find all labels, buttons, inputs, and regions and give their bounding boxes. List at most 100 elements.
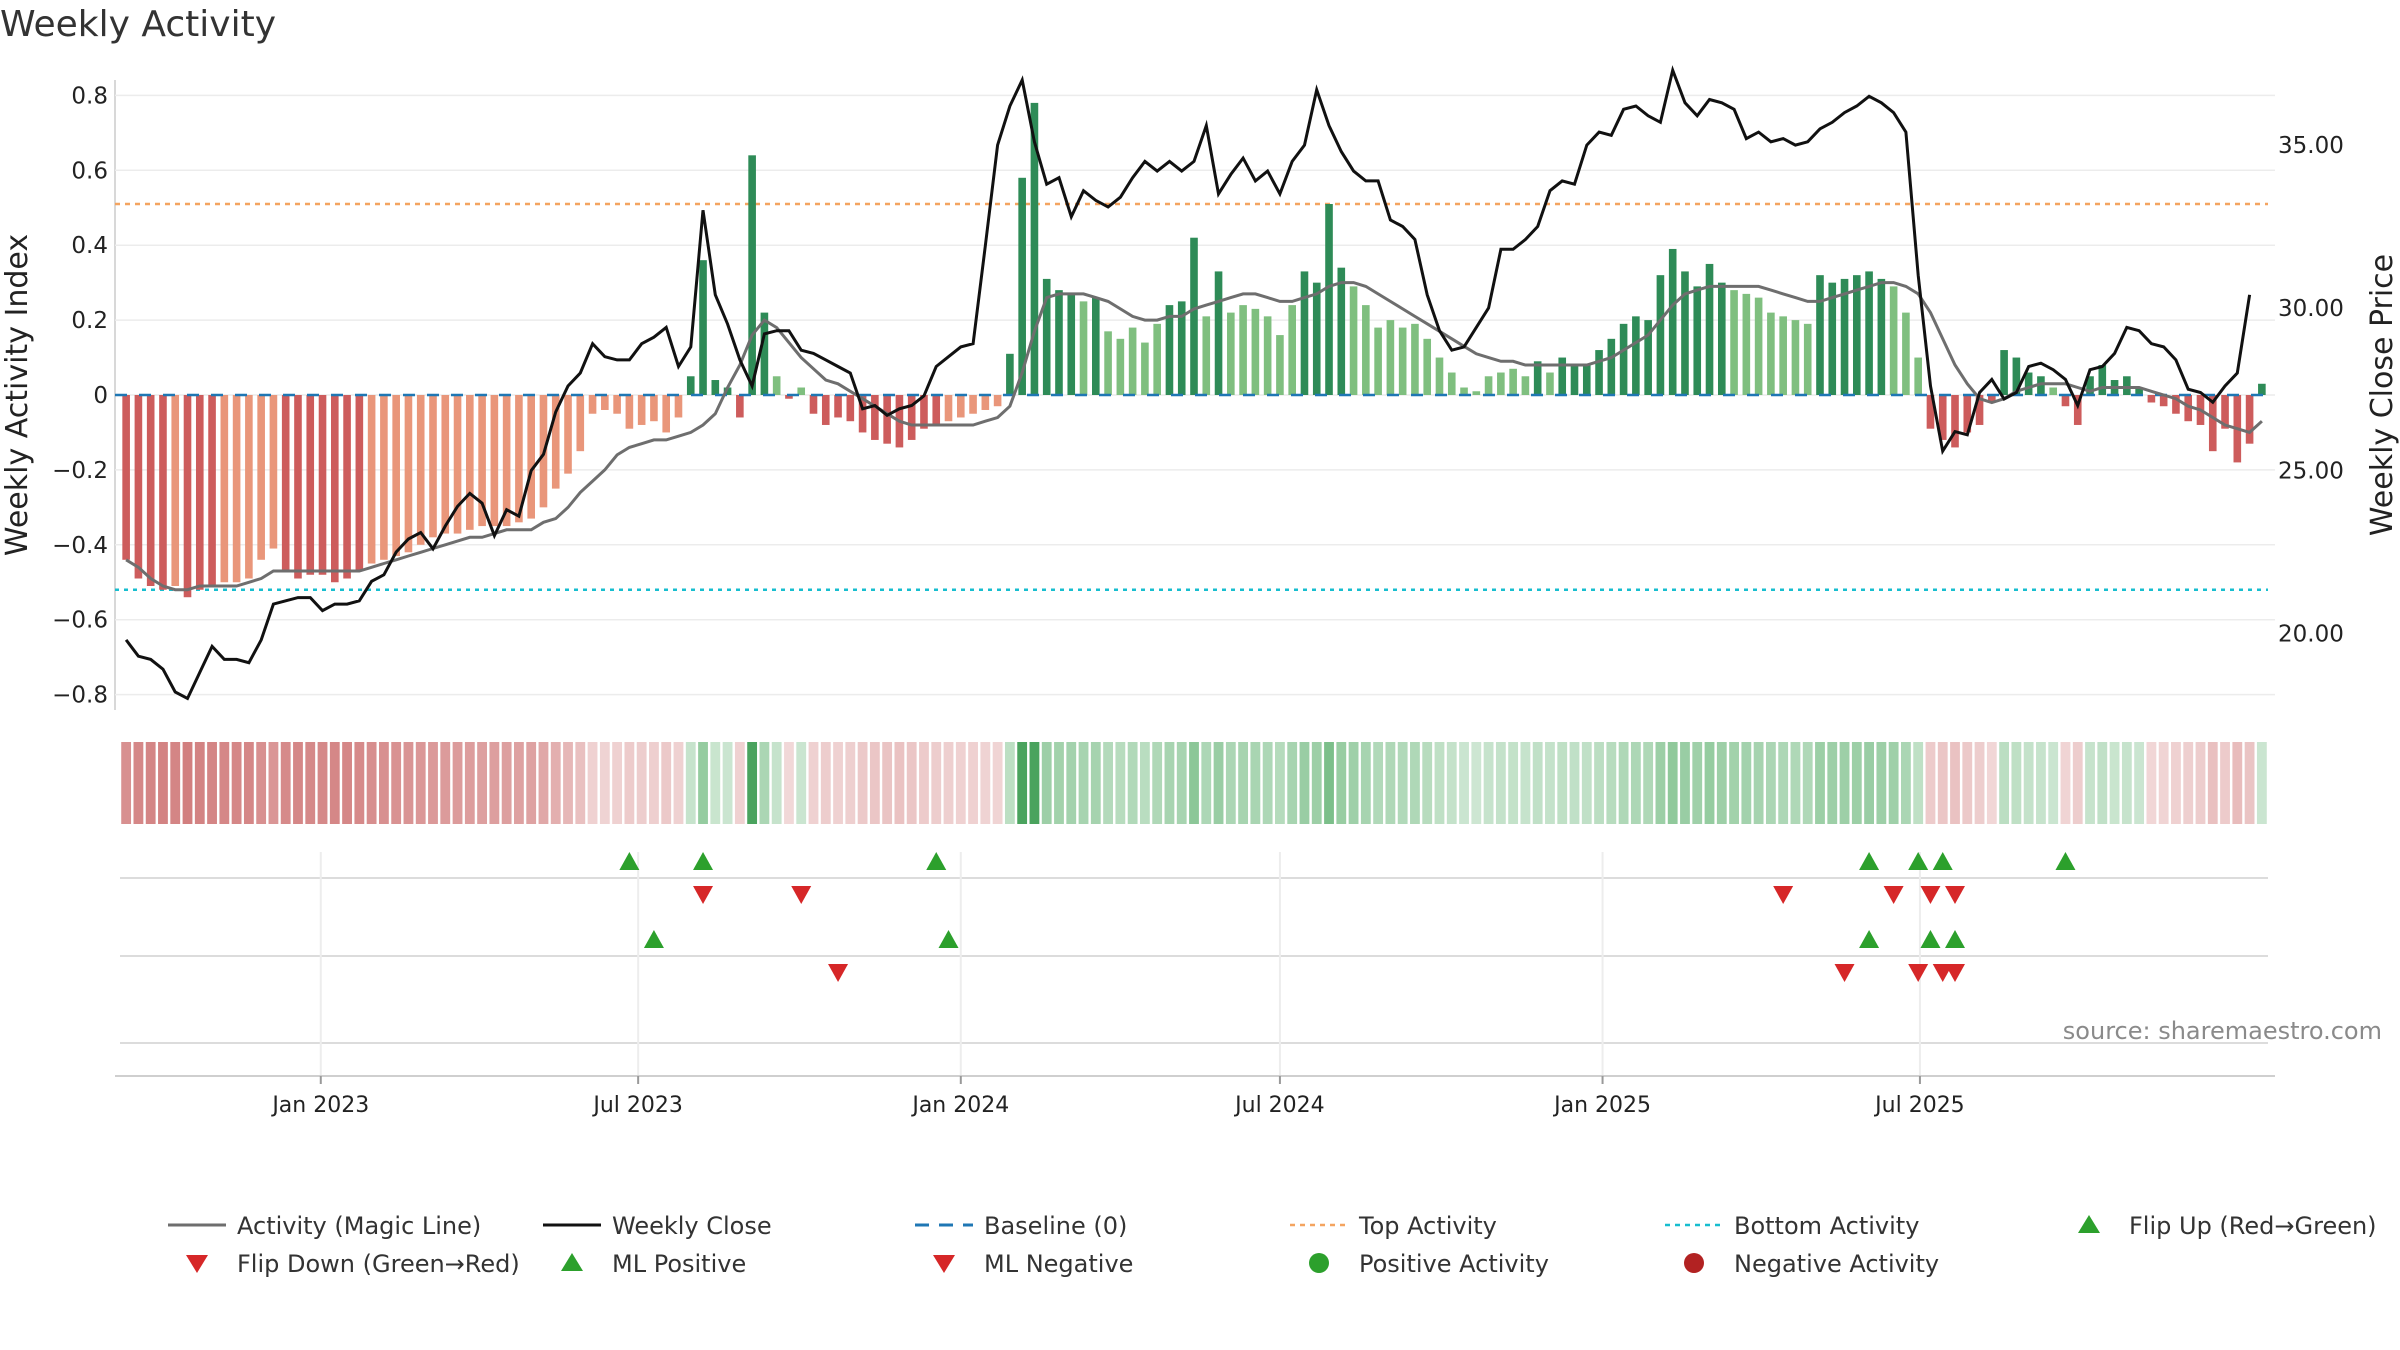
activity-band-tile bbox=[1581, 742, 1592, 824]
activity-band-tile bbox=[2171, 742, 2181, 824]
activity-bar bbox=[613, 395, 621, 414]
ml-negative-marker bbox=[1834, 964, 1855, 982]
activity-band-tile bbox=[1495, 742, 1506, 824]
ml-positive-marker bbox=[1920, 930, 1941, 948]
activity-bar bbox=[1926, 395, 1935, 429]
activity-bar bbox=[502, 395, 511, 527]
legend-label: Flip Down (Green→Red) bbox=[237, 1250, 520, 1278]
activity-band-tile bbox=[1250, 742, 1261, 824]
activity-band-tile bbox=[1876, 742, 1887, 824]
activity-bar bbox=[650, 395, 658, 422]
activity-band-tile bbox=[1765, 742, 1776, 824]
x-tick-label: Jan 2023 bbox=[270, 1093, 369, 1118]
activity-band-tile bbox=[243, 742, 254, 824]
activity-band-tile bbox=[1704, 742, 1715, 824]
activity-band-tile bbox=[1557, 742, 1568, 824]
activity-bar bbox=[551, 395, 560, 489]
activity-bar bbox=[2184, 395, 2193, 422]
activity-bar bbox=[1803, 323, 1812, 395]
activity-band-tile bbox=[378, 742, 389, 824]
activity-band-tile bbox=[2097, 742, 2108, 824]
activity-bar bbox=[195, 395, 204, 590]
activity-bar bbox=[956, 395, 965, 418]
activity-band-tile bbox=[943, 742, 954, 824]
activity-bar bbox=[1853, 275, 1861, 395]
activity-band-tile bbox=[1962, 742, 1973, 824]
activity-bar bbox=[1423, 338, 1432, 395]
legend-label: Negative Activity bbox=[1734, 1250, 1939, 1278]
flip-up-marker bbox=[2055, 852, 2076, 870]
activity-bar bbox=[625, 395, 634, 429]
event-panel: Jan 2023 Jul 2023 Jan 2024 Jul 2024 Jan 2025… bbox=[115, 852, 2382, 1118]
activity-band-tile bbox=[955, 742, 966, 824]
activity-bar bbox=[245, 395, 253, 579]
activity-bar bbox=[809, 395, 818, 414]
activity-band-tile bbox=[894, 742, 905, 824]
activity-bar bbox=[772, 376, 781, 395]
activity-band-tile bbox=[710, 742, 721, 824]
ml-positive-marker bbox=[1859, 930, 1880, 948]
activity-band-tile bbox=[1324, 742, 1334, 824]
activity-band-tile bbox=[2195, 742, 2206, 824]
activity-bar bbox=[1902, 312, 1910, 395]
activity-band-tile bbox=[1262, 742, 1273, 824]
activity-bar bbox=[1656, 275, 1665, 395]
activity-bar bbox=[466, 395, 474, 530]
activity-bar bbox=[1717, 282, 1726, 395]
activity-band-tile bbox=[747, 742, 758, 824]
legend-label: ML Positive bbox=[612, 1250, 746, 1278]
activity-bar bbox=[1877, 278, 1886, 395]
flip-up-marker bbox=[926, 852, 947, 870]
activity-bar bbox=[1104, 331, 1112, 395]
circle-icon bbox=[1309, 1253, 1329, 1273]
activity-bar bbox=[1165, 305, 1174, 395]
activity-bar bbox=[392, 395, 400, 557]
activity-bar bbox=[1779, 316, 1787, 395]
legend-item: ML Negative bbox=[933, 1250, 1133, 1278]
activity-bar bbox=[1668, 248, 1677, 395]
left-y-tick-label: 0.6 bbox=[71, 158, 108, 184]
activity-band-tile bbox=[194, 742, 205, 824]
activity-bar bbox=[1092, 297, 1100, 395]
activity-band-tile bbox=[2036, 742, 2046, 824]
page-title: Weekly Activity bbox=[0, 4, 277, 45]
activity-band-tile bbox=[1667, 742, 1678, 824]
activity-band-tile bbox=[317, 742, 328, 824]
activity-bar bbox=[183, 395, 192, 598]
legend-item: Weekly Close bbox=[543, 1212, 772, 1240]
activity-bar bbox=[1362, 305, 1370, 395]
activity-bar bbox=[490, 395, 499, 527]
flip-up-marker bbox=[619, 852, 640, 870]
activity-bar bbox=[1202, 316, 1211, 395]
left-y-axis-title: Weekly Activity Index bbox=[0, 234, 35, 556]
activity-bar bbox=[441, 395, 450, 534]
x-tick-label: Jul 2025 bbox=[1873, 1093, 1965, 1118]
legend-item: Baseline (0) bbox=[915, 1212, 1127, 1240]
main-panel: 0.8 0.6 0.4 0.2 0 −0.2 −0.4 −0.6 −0.8 35.00 30.00… bbox=[0, 65, 2400, 710]
activity-bar bbox=[564, 395, 572, 474]
activity-bar bbox=[1214, 271, 1223, 395]
activity-bar bbox=[1865, 271, 1873, 395]
activity-bar bbox=[232, 395, 241, 583]
activity-band-tile bbox=[1287, 742, 1298, 824]
activity-bar bbox=[367, 395, 376, 564]
activity-band-tile bbox=[1422, 742, 1433, 824]
activity-band-tile bbox=[624, 742, 635, 824]
activity-band-tile bbox=[1815, 742, 1825, 824]
activity-bar bbox=[1190, 237, 1198, 395]
activity-band-tile bbox=[1238, 742, 1249, 824]
activity-band-tile bbox=[526, 742, 537, 824]
activity-band-tile bbox=[992, 742, 1003, 824]
ml-positive-marker bbox=[938, 930, 959, 948]
activity-bar bbox=[576, 395, 585, 452]
activity-band-tile bbox=[845, 742, 856, 824]
activity-bar bbox=[1570, 365, 1579, 395]
activity-band-tile bbox=[882, 742, 893, 824]
activity-band-tile bbox=[1655, 742, 1666, 824]
legend-item: Bottom Activity bbox=[1665, 1212, 1919, 1240]
activity-band-tile bbox=[1054, 742, 1064, 824]
right-y-tick-label: 20.00 bbox=[2278, 621, 2344, 647]
activity-bar bbox=[1681, 271, 1689, 395]
activity-band-tile bbox=[2121, 742, 2132, 824]
activity-bar bbox=[343, 395, 351, 579]
